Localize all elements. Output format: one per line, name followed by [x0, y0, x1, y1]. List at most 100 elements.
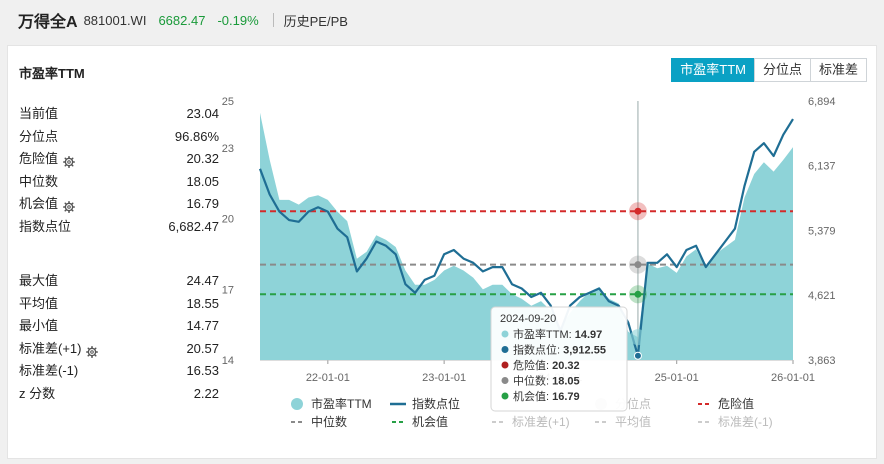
- stat-label-text: 分位点: [19, 128, 59, 144]
- y-left-tick: 14: [222, 355, 234, 367]
- metric-tabs: 市盈率TTM 分位点 标准差: [671, 58, 867, 82]
- stat-row: 平均值 18.55: [19, 293, 219, 316]
- stat-value: 20.32: [186, 151, 219, 166]
- y-right-tick: 4,621: [808, 290, 836, 302]
- legend-label: 标准差(-1): [718, 415, 773, 429]
- stat-label: 分位点: [19, 126, 58, 149]
- stat-row: 最小值 14.77: [19, 315, 219, 338]
- tooltip-row: 机会值: 16.79: [513, 389, 580, 403]
- panel-title: 市盈率TTM: [19, 66, 85, 81]
- stat-row: 标准差(+1) 20.57: [19, 338, 219, 361]
- stat-value: 6,682.47: [168, 218, 219, 234]
- tooltip-row: 市盈率TTM: 14.97: [513, 327, 602, 341]
- gear-icon[interactable]: [63, 198, 76, 214]
- pe-chart[interactable]: 25 23 20 17 14 6,894 6,137 5,379 4,621 3,863 22-01…: [8, 46, 878, 460]
- x-tick-label: 25-01-01: [655, 372, 699, 384]
- stat-value: 96.86%: [174, 128, 219, 144]
- y-left-tick: 25: [222, 96, 234, 108]
- stat-label: 中位数: [19, 171, 58, 194]
- stat-label: 标准差(+1): [19, 338, 99, 361]
- stat-label-text: 最大值: [19, 273, 59, 288]
- stat-label-text: 标准差(-1): [19, 363, 79, 378]
- y-right-tick: 3,863: [808, 355, 836, 367]
- x-tick-label: 26-01-01: [771, 372, 815, 384]
- stat-label: 平均值: [19, 293, 58, 316]
- stat-value: 14.77: [186, 318, 219, 333]
- stat-value: 16.53: [186, 363, 219, 378]
- stat-value: 2.22: [193, 385, 219, 401]
- legend-label: 市盈率TTM: [311, 396, 372, 411]
- stat-label-text: 当前值: [19, 106, 59, 121]
- valuation-panel: 市盈率TTM 市盈率TTM 分位点 标准差 当前值 23.04 分位点 96.86% 危…: [7, 45, 877, 459]
- legend-label: 中位数: [311, 414, 347, 429]
- stats-history: 最大值 24.47 平均值 18.55 最小值 14.77 标准差(+1) 20.57 标准差(…: [19, 270, 219, 405]
- y-left-tick: 23: [222, 143, 234, 155]
- tooltip-dot: [501, 330, 509, 338]
- tooltip-dot: [501, 392, 509, 400]
- tab-std-dev[interactable]: 标准差: [809, 58, 867, 82]
- stat-row: 最大值 24.47: [19, 270, 219, 293]
- stat-row: 危险值 20.32: [19, 148, 219, 171]
- stat-label: 当前值: [19, 103, 58, 126]
- stat-label-text: 平均值: [19, 295, 59, 311]
- gear-icon[interactable]: [86, 343, 99, 358]
- stat-value: 18.05: [186, 173, 219, 189]
- tooltip-dot: [501, 361, 509, 369]
- y-right-tick: 5,379: [808, 225, 836, 237]
- stat-row: 标准差(-1) 16.53: [19, 360, 219, 383]
- stat-label: 最小值: [19, 315, 58, 338]
- stat-label-text: 标准差(+1): [19, 340, 82, 356]
- index-code: 881001.WI: [83, 12, 147, 28]
- tooltip-dot: [501, 377, 509, 384]
- index-price: 6682.47: [158, 12, 206, 28]
- stat-label-text: 中位数: [19, 173, 59, 189]
- stat-value: 24.47: [186, 273, 219, 288]
- stat-label-text: 指数点位: [19, 218, 72, 234]
- legend-label: 机会值: [412, 414, 448, 429]
- index-line: [258, 118, 794, 357]
- tooltip-date: 2024-09-20: [500, 313, 556, 325]
- y-right-tick: 6,137: [808, 161, 836, 173]
- legend-label: 危险值: [718, 396, 754, 411]
- stat-label-text: 机会值: [19, 196, 59, 211]
- tooltip-row: 中位数: 18.05: [513, 374, 580, 388]
- stat-label: 危险值: [19, 148, 76, 171]
- stat-label-text: 危险值: [19, 151, 59, 166]
- legend-dot-icon: [291, 398, 303, 410]
- stats-current: 当前值 23.04 分位点 96.86% 危险值 20.32 中位数 18.05 机会值 16.7…: [19, 103, 219, 238]
- legend-label: 平均值: [615, 414, 651, 429]
- tooltip-box: [490, 306, 628, 412]
- stat-row: z 分数 2.22: [19, 383, 219, 406]
- x-tick-label: 22-01-01: [306, 372, 350, 384]
- stat-value: 16.79: [186, 196, 219, 211]
- y-right-tick: 6,894: [808, 96, 836, 108]
- stat-row: 机会值 16.79: [19, 193, 219, 216]
- pe-ttm-area: [260, 112, 793, 360]
- hover-marker: [634, 261, 642, 269]
- gear-icon[interactable]: [63, 153, 76, 169]
- stat-row: 指数点位 6,682.47: [19, 216, 219, 239]
- stat-row: 中位数 18.05: [19, 171, 219, 194]
- header-divider: [272, 13, 274, 27]
- tooltip-row: 指数点位: 3,912.55: [513, 343, 606, 357]
- tooltip-row: 危险值: 20.32: [513, 358, 580, 372]
- hover-marker: [634, 290, 642, 298]
- history-pe-pb-link[interactable]: 历史PE/PB: [283, 13, 348, 29]
- stat-label: 指数点位: [19, 216, 71, 239]
- stat-label: 最大值: [19, 270, 58, 293]
- hover-halo: [629, 329, 646, 346]
- hover-marker: [633, 351, 642, 360]
- stat-label: z 分数: [19, 383, 55, 406]
- stat-label: 机会值: [19, 193, 76, 216]
- stat-row: 当前值 23.04: [19, 103, 219, 126]
- y-left-tick: 20: [222, 214, 234, 226]
- legend-label: 指数点位: [412, 396, 460, 411]
- hover-marker: [634, 207, 642, 215]
- index-name: 万得全A: [18, 14, 78, 31]
- stat-label-text: 最小值: [19, 318, 59, 333]
- stat-row: 分位点 96.86%: [19, 126, 219, 149]
- stat-value: 23.04: [186, 106, 219, 121]
- stat-label: 标准差(-1): [19, 360, 78, 383]
- tooltip-dot: [501, 346, 509, 353]
- x-tick-label: 23-01-01: [422, 372, 466, 384]
